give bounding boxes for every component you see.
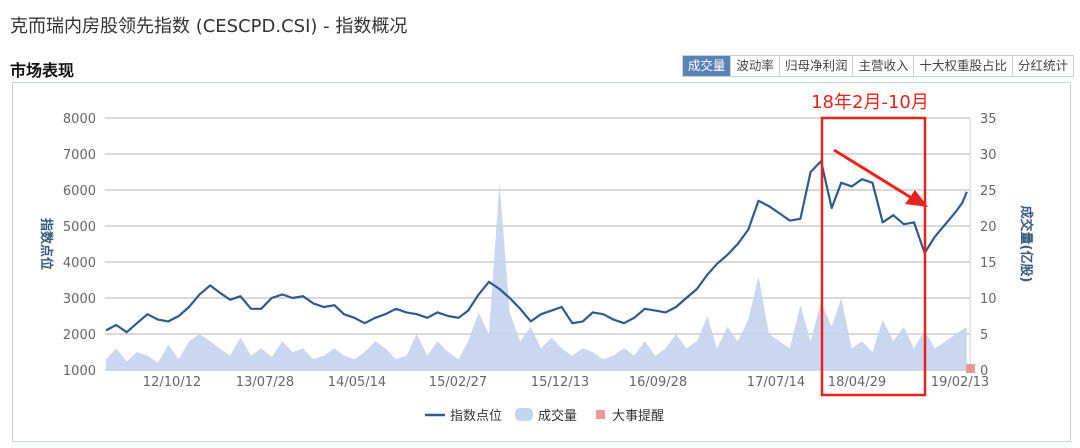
y2-tick-label: 15 (980, 256, 997, 271)
x-tick-label: 13/07/28 (236, 375, 294, 390)
legend-index: 指数点位 (450, 409, 502, 424)
x-tick-label: 12/10/12 (143, 375, 201, 390)
annotation-box (820, 116, 927, 397)
y-tick-label: 2000 (63, 328, 96, 343)
y-tick-label: 7000 (63, 148, 96, 163)
tab-dividend[interactable]: 分红统计 (1011, 56, 1073, 76)
tab-net-profit[interactable]: 归母净利润 (778, 56, 853, 76)
y2-tick-label: 5 (980, 328, 988, 343)
tab-volatility[interactable]: 波动率 (730, 56, 779, 76)
x-tick-label: 17/07/14 (747, 375, 805, 390)
y2-tick-label: 30 (980, 148, 997, 163)
y2-tick-label: 25 (980, 184, 997, 199)
x-tick-label: 16/09/28 (629, 375, 687, 390)
y-tick-label: 3000 (63, 292, 96, 307)
y-tick-label: 5000 (63, 220, 96, 235)
y2-tick-label: 35 (980, 112, 997, 127)
x-tick-label: 18/04/29 (828, 375, 886, 390)
tab-top10-weight[interactable]: 十大权重股占比 (913, 56, 1012, 76)
index-line (105, 160, 968, 334)
annotation-arrow (833, 148, 916, 202)
tab-volume[interactable]: 成交量 (682, 56, 731, 76)
section-title: 市场表现 (10, 61, 75, 80)
legend-event-icon (596, 410, 605, 419)
y-tick-label: 1000 (63, 364, 96, 379)
tab-revenue[interactable]: 主营收入 (852, 56, 914, 76)
arrow-head-icon (905, 190, 928, 207)
y2-tick-label: 10 (980, 292, 997, 307)
event-marker (966, 364, 975, 373)
x-tick-label: 19/02/13 (931, 375, 989, 390)
legend-area-icon (515, 408, 533, 421)
annotation-label: 18年2月-10月 (811, 92, 929, 113)
x-tick-label: 15/12/13 (531, 375, 589, 390)
chart-container (12, 82, 1071, 442)
y2-axis-label: 成交量(亿股) (1018, 206, 1034, 283)
volume-area (105, 182, 967, 370)
y-tick-label: 4000 (63, 256, 96, 271)
y-tick-label: 6000 (63, 184, 96, 199)
legend-volume: 成交量 (538, 408, 577, 424)
y2-tick-label: 20 (980, 220, 997, 235)
page-title: 克而瑞内房股领先指数 (CESCPD.CSI) - 指数概况 (10, 16, 408, 37)
legend-events: 大事提醒 (612, 408, 664, 424)
x-tick-label: 15/02/27 (429, 375, 487, 390)
y-axis-label: 指数点位 (38, 218, 54, 270)
chart-legend: 指数点位 成交量 大事提醒 (425, 408, 664, 424)
y-tick-label: 8000 (63, 112, 96, 127)
chart-tabs: 成交量 波动率 归母净利润 主营收入 十大权重股占比 分红统计 (681, 55, 1074, 77)
y2-tick-label: 0 (980, 364, 988, 379)
x-tick-label: 14/05/14 (328, 375, 386, 390)
